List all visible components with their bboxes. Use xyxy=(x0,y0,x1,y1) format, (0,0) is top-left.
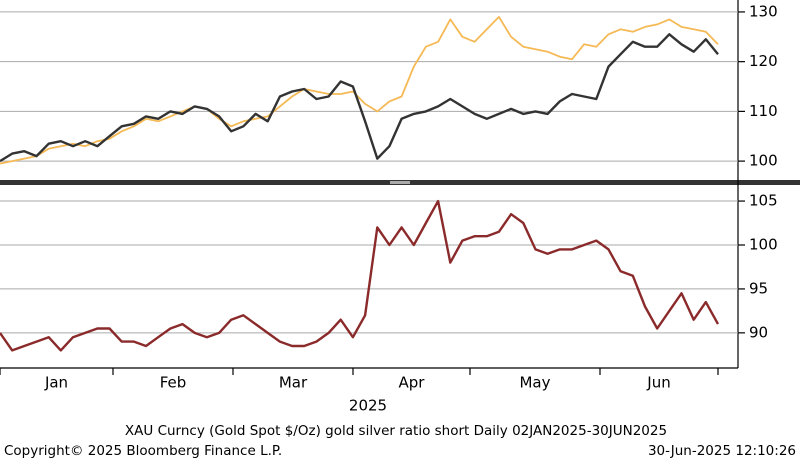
x-tick-label: Mar xyxy=(279,374,308,392)
series-line xyxy=(0,199,720,352)
x-tick-label: Feb xyxy=(160,374,187,392)
footer-description: XAU Curncy (Gold Spot $/Oz) gold silver … xyxy=(125,423,667,439)
x-axis-title: 2025 xyxy=(349,397,387,415)
y-tick-label: 130 xyxy=(749,2,778,20)
series-line xyxy=(0,33,719,163)
y-tick-label: 120 xyxy=(749,52,778,70)
divider-handle xyxy=(390,181,410,184)
y-tick-label: 100 xyxy=(749,152,778,170)
y-tick-label: 110 xyxy=(749,102,778,120)
x-tick-label: Jun xyxy=(646,374,670,392)
x-tick-label: May xyxy=(519,374,550,392)
y-tick-label: 100 xyxy=(749,235,778,253)
y-tick-label: 95 xyxy=(749,279,768,297)
footer-copyright: Copyright© 2025 Bloomberg Finance L.P. xyxy=(4,443,282,459)
y-tick-label: 105 xyxy=(749,192,778,210)
x-tick-label: Jan xyxy=(44,374,68,392)
series-line xyxy=(0,15,719,165)
y-tick-label: 90 xyxy=(749,323,768,341)
x-tick-label: Apr xyxy=(399,374,426,392)
footer-timestamp: 30-Jun-2025 12:10:26 xyxy=(648,443,796,459)
